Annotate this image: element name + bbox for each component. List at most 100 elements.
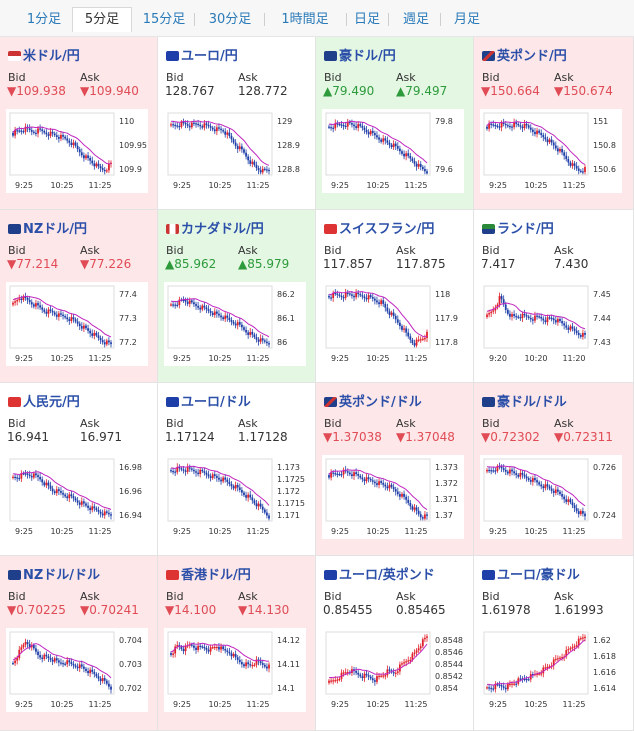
- pair-title[interactable]: 人民元/円: [8, 391, 80, 410]
- candle-body: [110, 342, 112, 345]
- bid-value: ▲85.962: [165, 257, 217, 271]
- candle-body: [249, 664, 252, 666]
- candle-body: [565, 325, 568, 328]
- tab-5[interactable]: 1時間足: [281, 12, 329, 27]
- mini-chart[interactable]: 77.4 77.3 77.2 9:25 10:25 11:25: [6, 282, 148, 366]
- currency-card[interactable]: カナダドル/円 Bid Ask ▲85.962 ▲85.979 86.2 86.1 86 9:2…: [158, 210, 316, 383]
- candle-body: [176, 645, 179, 647]
- mini-chart[interactable]: 79.8 79.6 9:25 10:25 11:25: [322, 109, 464, 193]
- currency-card[interactable]: ユーロ/ドル Bid Ask 1.17124 1.17128 1.173 1.1725 1.1…: [158, 383, 316, 556]
- plot-frame: [483, 112, 589, 176]
- candle-body: [488, 687, 490, 689]
- currency-card[interactable]: 香港ドル/円 Bid Ask ▼14.100 ▼14.130 14.12 14.11 14.1…: [158, 556, 316, 731]
- currency-card[interactable]: 豪ドル/円 Bid Ask ▲79.490 ▲79.497 79.8 79.6 9:25 10:…: [316, 37, 474, 210]
- candle-body: [12, 663, 14, 665]
- pair-title[interactable]: ユーロ/円: [166, 45, 238, 64]
- candle-body: [218, 646, 220, 650]
- mini-chart[interactable]: 7.45 7.44 7.43 9:20 10:20 11:20: [480, 282, 622, 366]
- pair-title[interactable]: NZドル/円: [8, 218, 87, 237]
- currency-card[interactable]: ユーロ/英ポンド Bid Ask 0.85455 0.85465 0.8548 0.8546…: [316, 556, 474, 731]
- candle-body: [492, 310, 495, 312]
- mini-chart[interactable]: 0.8548 0.8546 0.8544 0.8542 0.854 9:25 10:25 11…: [322, 628, 464, 712]
- candle-body: [195, 471, 197, 473]
- candle-body: [504, 304, 507, 310]
- tab-3[interactable]: 15分足: [142, 12, 186, 27]
- mini-chart[interactable]: 129 128.9 128.8 9:25 10:25 11:25: [164, 109, 306, 193]
- x-tick-label: 9:25: [331, 527, 349, 536]
- pair-title[interactable]: 香港ドル/円: [166, 564, 251, 583]
- x-tick-label: 9:25: [331, 181, 349, 190]
- candle-body: [556, 658, 559, 660]
- mini-chart[interactable]: 0.704 0.703 0.702 9:25 10:25 11:25: [6, 628, 148, 712]
- candle-body: [525, 679, 528, 681]
- pair-title[interactable]: 米ドル/円: [8, 45, 80, 64]
- mini-chart[interactable]: 86.2 86.1 86 9:25 10:25 11:25: [164, 282, 306, 366]
- tab-1[interactable]: 1分足: [26, 12, 62, 27]
- currency-card[interactable]: 人民元/円 Bid Ask 16.941 16.971 16.98 16.96 16.94 9:…: [0, 383, 158, 556]
- pair-title[interactable]: 英ポンド/ドル: [324, 391, 422, 410]
- tab-8[interactable]: 月足: [453, 12, 480, 27]
- pair-title[interactable]: 英ポンド/円: [482, 45, 567, 64]
- currency-card[interactable]: ランド/円 Bid Ask 7.417 7.430 7.45 7.44 7.43 9:20 10:…: [474, 210, 634, 383]
- currency-card[interactable]: NZドル/ドル Bid Ask ▼0.70225 ▼0.70241 0.704 0.703 0…: [0, 556, 158, 731]
- tab-2[interactable]: 5分足: [72, 7, 132, 32]
- tab-6[interactable]: 日足: [353, 12, 380, 27]
- currency-card[interactable]: 米ドル/円 Bid Ask ▼109.938 ▼109.940 110 109.95 109.…: [0, 37, 158, 210]
- currency-card[interactable]: 豪ドル/ドル Bid Ask ▼0.72302 ▼0.72311 0.726 0.724 9:…: [474, 383, 634, 556]
- pair-title[interactable]: ユーロ/ドル: [166, 391, 251, 410]
- pair-title[interactable]: ユーロ/豪ドル: [482, 564, 580, 583]
- mini-chart[interactable]: 0.726 0.724 9:25 10:25 11:25: [480, 455, 622, 539]
- candle-body: [55, 658, 58, 661]
- currency-card[interactable]: ユーロ/豪ドル Bid Ask 1.61978 1.61993 1.62 1.618 1.61…: [474, 556, 634, 731]
- pair-title[interactable]: カナダドル/円: [166, 218, 264, 237]
- tab-7[interactable]: 週足: [402, 12, 429, 27]
- candle-body: [426, 331, 428, 339]
- candle-body: [45, 482, 48, 486]
- candle-body: [424, 338, 426, 340]
- pair-title[interactable]: ランド/円: [482, 218, 554, 237]
- mini-chart[interactable]: 110 109.95 109.9 9:25 10:25 11:25: [6, 109, 148, 193]
- candle-body: [525, 315, 528, 317]
- mini-chart[interactable]: 14.12 14.11 14.1 9:25 10:25 11:25: [164, 628, 306, 712]
- pair-title[interactable]: 豪ドル/円: [324, 45, 396, 64]
- currency-card[interactable]: 英ポンド/ドル Bid Ask ▼1.37038 ▼1.37048 1.373 1.372 1…: [316, 383, 474, 556]
- pair-title[interactable]: 豪ドル/ドル: [482, 391, 567, 410]
- currency-card[interactable]: スイスフラン/円 Bid Ask 117.857 117.875 118 117.9 117.…: [316, 210, 474, 383]
- bid-label: Bid: [324, 71, 342, 84]
- currency-card[interactable]: 英ポンド/円 Bid Ask ▼150.664 ▼150.674 151 150.8 150.…: [474, 37, 634, 210]
- mini-chart[interactable]: 16.98 16.96 16.94 9:25 10:25 11:25: [6, 455, 148, 539]
- tab-separator: [346, 13, 347, 26]
- pair-title[interactable]: ユーロ/英ポンド: [324, 564, 435, 583]
- mini-chart[interactable]: 1.373 1.372 1.371 1.37 9:25 10:25 11:25: [322, 455, 464, 539]
- pair-title[interactable]: NZドル/ドル: [8, 564, 100, 583]
- candle-body: [582, 511, 584, 514]
- candle-body: [37, 128, 39, 134]
- candle-body: [330, 680, 332, 682]
- x-tick-label: 9:20: [489, 354, 507, 363]
- mini-chart[interactable]: 118 117.9 117.8 9:25 10:25 11:25: [322, 282, 464, 366]
- mini-chart[interactable]: 1.173 1.1725 1.172 1.1715 1.171 9:25 10:25 11:2…: [164, 455, 306, 539]
- candle-body: [263, 168, 266, 170]
- tab-4[interactable]: 30分足: [208, 12, 252, 27]
- candle-body: [357, 672, 360, 675]
- moving-average-line: [12, 296, 112, 338]
- candle-body: [424, 637, 426, 640]
- candle-body: [426, 514, 428, 516]
- candle-body: [91, 506, 94, 511]
- ask-label: Ask: [238, 71, 258, 84]
- candle-body: [209, 647, 212, 652]
- candle-body: [424, 169, 426, 172]
- mini-chart[interactable]: 151 150.8 150.6 9:25 10:25 11:25: [480, 109, 622, 193]
- candle-body: [552, 142, 555, 146]
- candle-body: [369, 130, 372, 135]
- mini-chart[interactable]: 1.62 1.618 1.616 1.614 9:25 10:25 11:25: [480, 628, 622, 712]
- candle-body: [357, 124, 360, 128]
- candlestick-chart: 79.8 79.6 9:25 10:25 11:25: [325, 112, 453, 190]
- candle-body: [68, 494, 71, 499]
- pair-name: 香港ドル/円: [181, 568, 251, 583]
- candle-body: [584, 333, 586, 335]
- pair-title[interactable]: スイスフラン/円: [324, 218, 434, 237]
- pair-name: ユーロ/円: [181, 49, 238, 64]
- currency-card[interactable]: ユーロ/円 Bid Ask 128.767 128.772 129 128.9 128.8 9:…: [158, 37, 316, 210]
- currency-card[interactable]: NZドル/円 Bid Ask ▼77.214 ▼77.226 77.4 77.3 77.2 9:…: [0, 210, 158, 383]
